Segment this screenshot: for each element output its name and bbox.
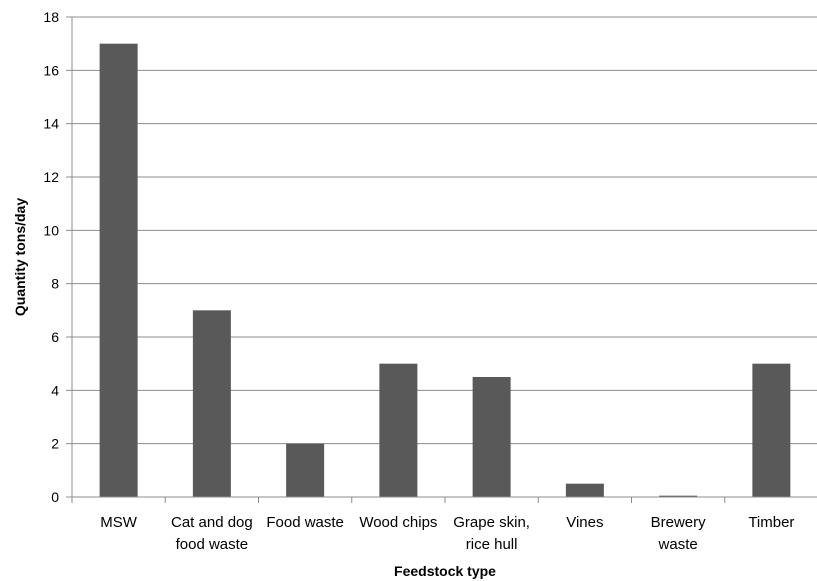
x-category-label: Grape skin, rice hull (453, 514, 530, 553)
bar (472, 377, 511, 497)
y-tick-label: 8 (51, 276, 59, 292)
x-category-label: Timber (748, 514, 794, 531)
bars (99, 43, 791, 498)
bar (192, 310, 231, 497)
bar (659, 495, 698, 497)
bar (99, 43, 138, 498)
bar (752, 363, 791, 497)
y-tick-label: 6 (51, 329, 59, 345)
x-category-label: Cat and dog food waste (171, 514, 253, 553)
x-category-label: Brewery waste (651, 514, 707, 553)
gridlines (72, 16, 817, 445)
x-category-label: Food waste (266, 514, 344, 531)
y-tick-label: 18 (43, 9, 59, 25)
x-category-label: MSW (100, 514, 138, 531)
y-tick-label: 0 (51, 489, 59, 505)
x-category-labels: MSW Cat and dog food waste Food waste Wood c… (100, 514, 794, 553)
y-axis-title: Quantity tons/day (12, 198, 28, 316)
axes (66, 16, 817, 503)
x-category-label: Wood chips (359, 514, 437, 531)
y-tick-label: 2 (51, 436, 59, 452)
bar (286, 443, 325, 497)
bar (565, 483, 604, 497)
y-tick-label: 4 (51, 382, 59, 398)
bar (379, 363, 418, 497)
y-tick-label: 12 (43, 169, 59, 185)
y-tick-label: 14 (43, 116, 59, 132)
x-axis-title: Feedstock type (394, 563, 496, 579)
y-tick-label: 10 (43, 222, 59, 238)
x-category-label: Vines (566, 514, 603, 531)
y-tick-labels: 0 2 4 6 8 10 12 14 16 18 (43, 9, 59, 505)
y-tick-label: 16 (43, 62, 59, 78)
